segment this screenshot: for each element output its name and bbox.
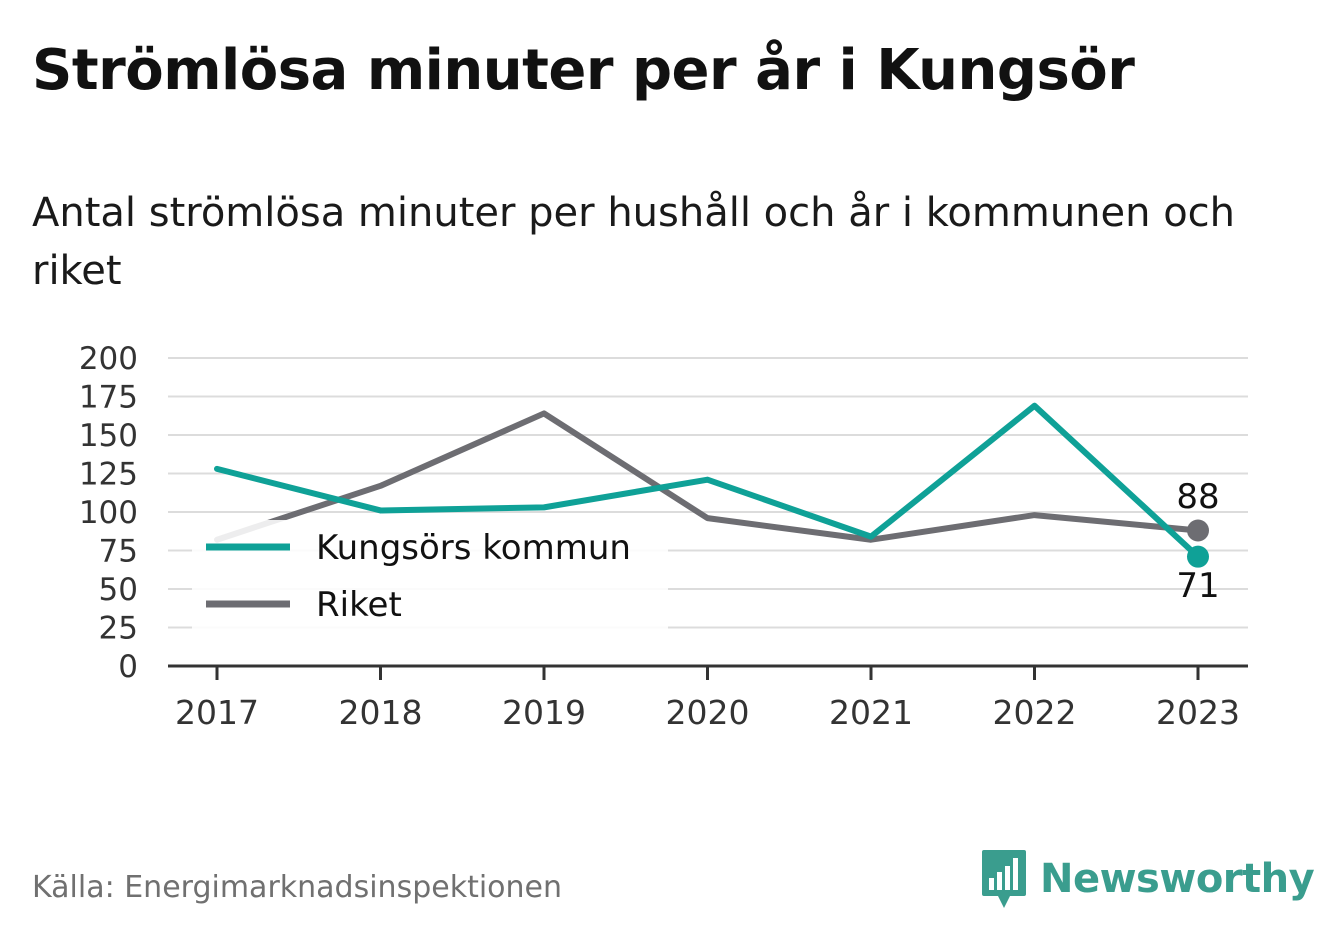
x-tick-label: 2021 [829, 693, 913, 732]
y-tick-label: 75 [99, 534, 138, 570]
data-label-riket-2023: 88 [1176, 477, 1219, 517]
y-tick-label: 200 [79, 341, 138, 377]
x-tick-label: 2017 [175, 693, 259, 732]
legend-box [192, 520, 668, 630]
newsworthy-icon [982, 850, 1026, 908]
chart-subtitle: Antal strömlösa minuter per hushåll och … [32, 190, 1236, 294]
y-tick-label: 0 [118, 649, 138, 685]
end-point-riket [1187, 519, 1209, 542]
series-line-riket [214, 410, 1201, 543]
brand-name: Newsworthy [1040, 856, 1315, 902]
y-tick-label: 50 [99, 572, 138, 608]
x-tick-label: 2018 [339, 693, 423, 732]
y-tick-label: 100 [79, 495, 138, 531]
y-tick-label: 25 [99, 611, 138, 647]
series-line-kungsor [214, 402, 1201, 560]
x-tick-label: 2023 [1156, 693, 1240, 732]
chart-title: Strömlösa minuter per år i Kungsör [32, 38, 1135, 103]
legend-label: Kungsörs kommun [316, 528, 631, 568]
brand-logo: Newsworthy [980, 848, 1315, 910]
y-tick-label: 175 [79, 380, 138, 416]
y-tick-label: 125 [79, 457, 138, 493]
data-label-kungsor-2023: 71 [1176, 566, 1219, 606]
x-tick-label: 2020 [666, 693, 750, 732]
legend-label: Riket [316, 585, 402, 625]
end-point-kungsor [1187, 545, 1209, 568]
y-tick-label: 150 [79, 418, 138, 454]
x-tick-label: 2022 [993, 693, 1077, 732]
x-tick-label: 2019 [502, 693, 586, 732]
source-note: Källa: Energimarknadsinspektionen [32, 870, 563, 905]
